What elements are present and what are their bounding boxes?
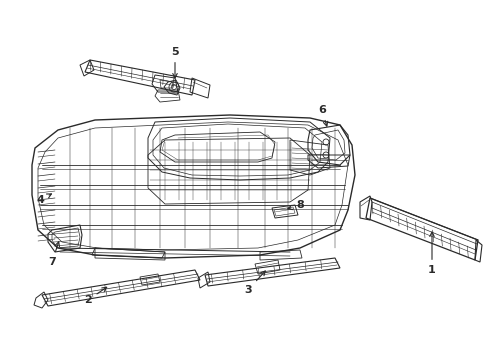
Text: 8: 8 bbox=[287, 200, 303, 210]
Text: 2: 2 bbox=[84, 287, 106, 305]
Text: 6: 6 bbox=[317, 105, 327, 126]
Text: 1: 1 bbox=[427, 232, 435, 275]
Text: 3: 3 bbox=[244, 271, 265, 295]
Text: 5: 5 bbox=[171, 47, 179, 78]
Text: 7: 7 bbox=[48, 242, 60, 267]
Text: 4: 4 bbox=[36, 194, 51, 205]
